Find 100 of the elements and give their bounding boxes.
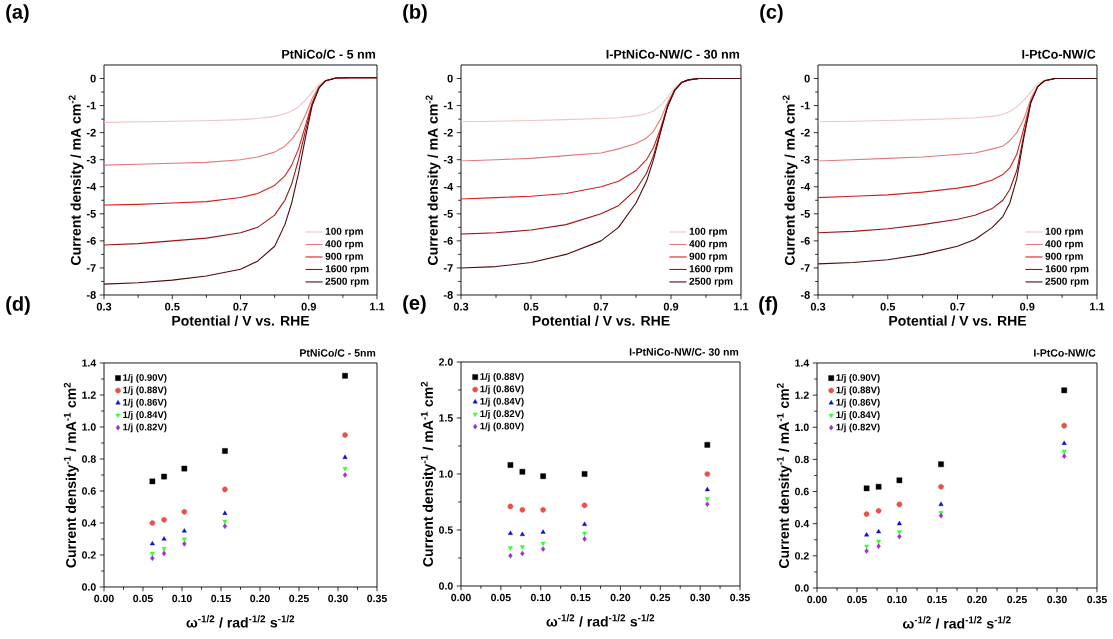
y-tick-label: 0.6 (795, 487, 809, 496)
chart-title: I-PtNiCo-NW/C- 30 nm (629, 347, 739, 356)
point (507, 530, 513, 535)
legend-label: 1/j (0.84V) (123, 411, 167, 420)
point (704, 486, 710, 492)
legend-label: 1/j (0.86V) (480, 385, 524, 395)
y-tick-label: -5 (443, 209, 453, 218)
y-tick-label: 1.2 (795, 391, 809, 399)
legend-label: 1/j (0.84V) (836, 411, 880, 420)
x-tick-label: 0.10 (172, 594, 192, 603)
point (704, 471, 711, 477)
legend-label: 1/j (0.82V) (836, 423, 880, 433)
y-tick-label: -5 (800, 209, 810, 218)
point (705, 501, 710, 508)
point (149, 551, 155, 557)
text: (a) (6, 4, 29, 23)
point (222, 519, 228, 525)
x-tick-label: 0.20 (967, 595, 987, 604)
legend-label: 100 rpm (1045, 227, 1083, 237)
x-tick-label: 0.9 (663, 302, 679, 311)
legend-label: 1/j (0.80V) (480, 422, 524, 432)
point (1061, 449, 1067, 455)
point (864, 548, 869, 554)
point (581, 471, 588, 477)
point (896, 520, 902, 526)
x-tick-label: 0.00 (94, 594, 114, 603)
x-tick-label: 1.1 (734, 302, 749, 311)
x-tick-label: 1.1 (370, 302, 385, 311)
point (1061, 387, 1067, 394)
x-tick-label: 0.7 (233, 302, 248, 311)
x-tick-label: 0.20 (610, 593, 631, 602)
legend-label: 2500 rpm (689, 277, 733, 287)
y-tick-label: -8 (86, 291, 96, 299)
x-tick-label: 0.30 (690, 593, 710, 602)
point (1061, 440, 1067, 445)
point (222, 448, 228, 454)
point (896, 530, 902, 535)
x-tick-label: 0.3 (810, 302, 826, 311)
legend-label: 900 rpm (1045, 252, 1083, 262)
y-tick-label: -6 (800, 236, 810, 245)
x-tick-label: 0.15 (570, 593, 591, 602)
y-tick-label: 0.4 (795, 519, 810, 528)
legend-label: 100 rpm (689, 227, 727, 237)
x-tick-label: 0.25 (650, 593, 671, 602)
point (519, 468, 526, 475)
legend-label: 2500 rpm (1045, 277, 1089, 287)
y-tick-label: -3 (443, 155, 453, 164)
legend-label: 1/j (0.90V) (123, 373, 167, 383)
point (581, 502, 588, 509)
point (876, 539, 882, 545)
point (161, 550, 167, 557)
legend-label: 1600 rpm (1045, 265, 1089, 275)
point (519, 531, 525, 536)
y-tick-label: -1 (443, 101, 453, 110)
y-tick-label: 0.8 (795, 455, 809, 464)
x-tick-label: 0.05 (491, 593, 511, 602)
y-tick-label: -1 (800, 101, 810, 110)
point (875, 508, 882, 514)
y-tick-label: -2 (443, 128, 453, 137)
point (540, 541, 546, 547)
point (342, 454, 348, 459)
point (704, 442, 711, 448)
y-tick-label: -3 (800, 155, 810, 164)
point (342, 432, 348, 438)
x-axis-title: ω$^{-1/2}$ / rad$^{-1/2}$ s$^{-1/2}$ (902, 616, 1011, 629)
point (896, 477, 903, 484)
point (182, 540, 187, 547)
point (864, 532, 870, 537)
legend-label: 100 rpm (325, 227, 363, 237)
x-tick-label: 0.05 (847, 595, 867, 604)
x-tick-label: 0.15 (211, 594, 231, 603)
chart-title: PtNiCo/C - 5nm (300, 348, 376, 357)
legend-label: 1/j (0.90V) (836, 373, 880, 383)
y-tick-label: 2.0 (438, 358, 453, 366)
y-axis-title: Current density$^{-1}$ / mA$^{-1}$ cm$^{2}$ (776, 383, 792, 568)
point (540, 529, 546, 534)
point (540, 507, 546, 513)
point (938, 501, 944, 506)
y-tick-label: 1.4 (82, 359, 97, 367)
x-tick-label: 0.3 (453, 302, 469, 311)
point (864, 544, 870, 549)
y-tick-label: 0.5 (439, 526, 453, 534)
x-tick-label: 0.5 (523, 302, 539, 311)
x-tick-label: 0.00 (807, 595, 827, 604)
point (150, 555, 155, 561)
point (897, 533, 902, 540)
x-tick-label: 0.00 (451, 593, 471, 602)
x-tick-label: 0.7 (950, 302, 965, 311)
point (181, 465, 188, 472)
point (161, 547, 167, 552)
legend-label: 1/j (0.88V) (123, 386, 167, 396)
x-axis-title: Potential / V vs. RHE (532, 315, 670, 326)
legend-label: 1/j (0.86V) (836, 398, 880, 408)
point (582, 521, 588, 526)
y-tick-label: -7 (800, 264, 810, 272)
point (519, 507, 526, 513)
legend-label: 1/j (0.86V) (123, 398, 167, 408)
point (508, 552, 513, 559)
y-axis-title: Current density$^{-1}$ / mA$^{-1}$ cm$^{2}$ (420, 381, 436, 567)
x-axis-title: ω$^{-1/2}$ / rad$^{-1/2}$ s$^{-1/2}$ (546, 614, 655, 627)
